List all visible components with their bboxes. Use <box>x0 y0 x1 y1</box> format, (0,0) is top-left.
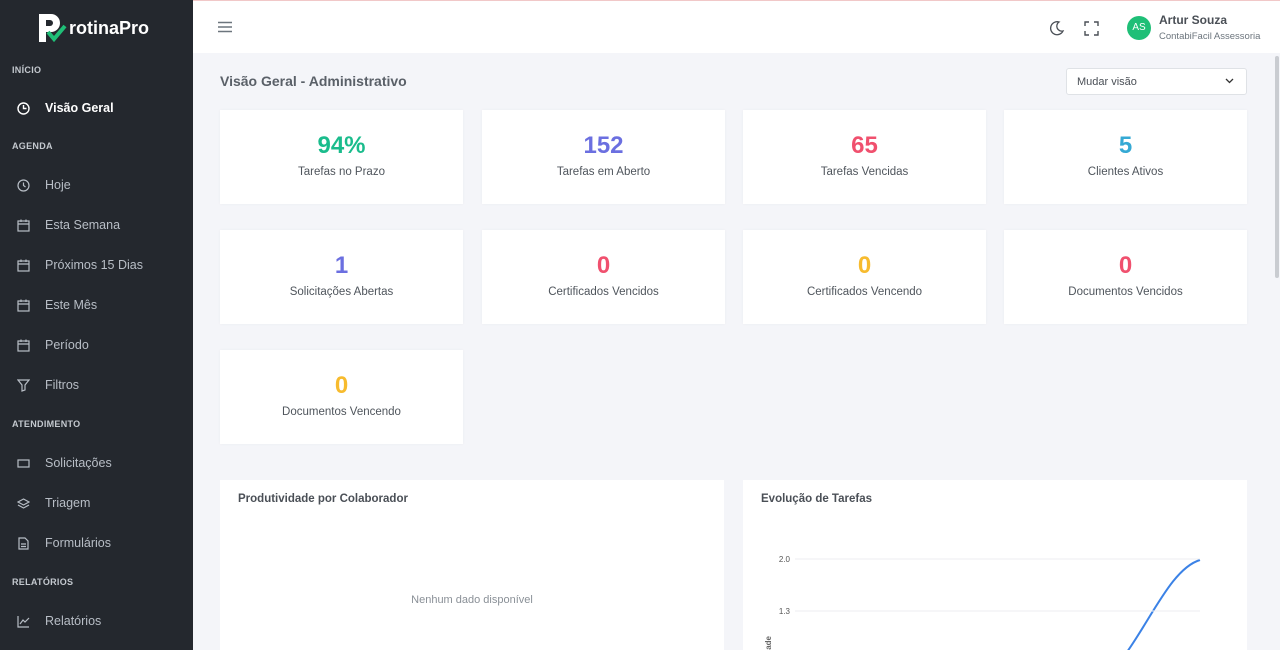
view-select-label: Mudar visão <box>1077 76 1137 88</box>
stat-card[interactable]: 5 Clientes Ativos <box>1004 110 1247 204</box>
chevron <box>1225 78 1234 84</box>
stat-label: Certificados Vencidos <box>548 286 659 298</box>
nav-item[interactable]: Este Mês <box>0 285 193 325</box>
stat-value: 0 <box>334 372 349 399</box>
nav-icon <box>18 536 29 550</box>
fullscreen-toggle[interactable] <box>1084 21 1099 36</box>
nav-item[interactable]: Filtros <box>0 365 193 405</box>
productivity-panel: Produtividade por Colaborador Nenhum dad… <box>220 480 724 650</box>
nav-label: Este Mês <box>45 298 98 312</box>
nav-item[interactable]: Período <box>0 325 193 365</box>
stat-card[interactable]: 152 Tarefas em Aberto <box>482 110 725 204</box>
user-company: ContabiFacil Assessoria <box>1159 31 1261 42</box>
stat-label: Tarefas em Aberto <box>556 166 651 178</box>
trend-line <box>1127 559 1201 650</box>
nav-label: Solicitações <box>45 456 112 470</box>
stat-value: 152 <box>583 132 624 159</box>
logo-icon <box>39 14 67 43</box>
chart: 2.0 1.3 Quantidade <box>764 555 1201 650</box>
panel-title: Produtividade por Colaborador <box>238 493 408 505</box>
nav-icon <box>17 458 30 468</box>
nav-icon <box>17 101 30 115</box>
logo[interactable]: rotinaPro <box>37 12 149 44</box>
nav-item[interactable]: Visão Geral <box>0 89 193 127</box>
nav-section-title: ATENDIMENTO <box>12 419 81 429</box>
empty-message: Nenhum dado disponível <box>411 594 533 606</box>
y-tick-label: 1.3 <box>779 607 791 616</box>
nav-icon <box>17 615 30 628</box>
nav-label: Filtros <box>45 378 80 392</box>
stat-card[interactable]: 0 Documentos Vencidos <box>1004 230 1247 324</box>
stat-value: 5 <box>1118 132 1133 159</box>
nav-section-title: RELATÓRIOS <box>12 577 74 587</box>
nav-item[interactable]: Solicitações <box>0 443 193 483</box>
nav-section-title: INÍCIO <box>12 65 42 75</box>
nav-item[interactable]: Formulários <box>0 523 193 563</box>
page-title: Visão Geral - Administrativo <box>220 73 407 89</box>
stat-value: 65 <box>851 132 878 159</box>
stat-value: 0 <box>596 252 611 279</box>
nav-item[interactable]: Triagem <box>0 483 193 523</box>
view-select[interactable]: Mudar visão <box>1066 68 1247 95</box>
nav-label: Formulários <box>45 536 111 550</box>
stat-label: Certificados Vencendo <box>806 286 923 298</box>
y-axis-label: Quantidade <box>764 635 773 650</box>
nav-label: Hoje <box>45 178 71 192</box>
nav-item[interactable]: Hoje <box>0 165 193 205</box>
nav-icon <box>17 299 30 312</box>
nav-icon <box>17 178 30 192</box>
stat-value: 0 <box>857 252 872 279</box>
topbar: AS Artur Souza ContabiFacil Assessoria <box>193 0 1280 53</box>
brand-name: rotinaPro <box>69 17 150 38</box>
nav-icon <box>17 497 30 509</box>
nav-icon <box>17 378 30 392</box>
nav-icon <box>17 339 30 352</box>
nav: INÍCIO Visão Geral AGENDA Hoje Esta Semana Pr… <box>0 51 193 641</box>
stat-label: Tarefas Vencidas <box>820 166 909 178</box>
stat-label: Solicitações Abertas <box>289 286 394 298</box>
evolution-panel: Evolução de Tarefas 2.0 1.3 Quantidade <box>743 480 1247 650</box>
theme-toggle[interactable] <box>1049 20 1065 36</box>
stat-card[interactable]: 1 Solicitações Abertas <box>220 230 463 324</box>
nav-label: Esta Semana <box>45 218 121 232</box>
stat-label: Documentos Vencendo <box>282 406 401 418</box>
stat-label: Clientes Ativos <box>1087 166 1164 178</box>
nav-label: Período <box>45 338 89 352</box>
nav-label: Relatórios <box>45 614 102 628</box>
nav-label: Próximos 15 Dias <box>45 258 143 272</box>
nav-item[interactable]: Relatórios <box>0 601 193 641</box>
nav-icon <box>17 219 30 232</box>
stat-card[interactable]: 94% Tarefas no Prazo <box>220 110 463 204</box>
stat-label: Tarefas no Prazo <box>298 166 385 178</box>
nav-label: Triagem <box>45 496 91 510</box>
stat-value: 0 <box>1118 252 1133 279</box>
user-avatar[interactable]: AS <box>1127 16 1151 40</box>
stat-card[interactable]: 0 Certificados Vencidos <box>482 230 725 324</box>
nav-item[interactable]: Próximos 15 Dias <box>0 245 193 285</box>
sidebar: rotinaPro INÍCIO Visão Geral AGENDA Hoje Est… <box>0 0 193 650</box>
stat-card[interactable]: 65 Tarefas Vencidas <box>743 110 986 204</box>
stat-value: 94% <box>317 132 366 159</box>
scrollbar[interactable] <box>1275 56 1279 278</box>
nav-label: Visão Geral <box>45 101 114 115</box>
stat-value: 1 <box>334 252 349 279</box>
nav-icon <box>17 259 30 272</box>
panel-title: Evolução de Tarefas <box>761 493 872 505</box>
nav-section-title: AGENDA <box>12 141 53 151</box>
stat-card[interactable]: 0 Documentos Vencendo <box>220 350 463 444</box>
stat-card[interactable]: 0 Certificados Vencendo <box>743 230 986 324</box>
y-tick-label: 2.0 <box>779 555 791 564</box>
stat-label: Documentos Vencidos <box>1068 286 1183 298</box>
menu-toggle[interactable] <box>218 21 232 33</box>
user-name[interactable]: Artur Souza <box>1159 13 1228 27</box>
nav-item[interactable]: Esta Semana <box>0 205 193 245</box>
